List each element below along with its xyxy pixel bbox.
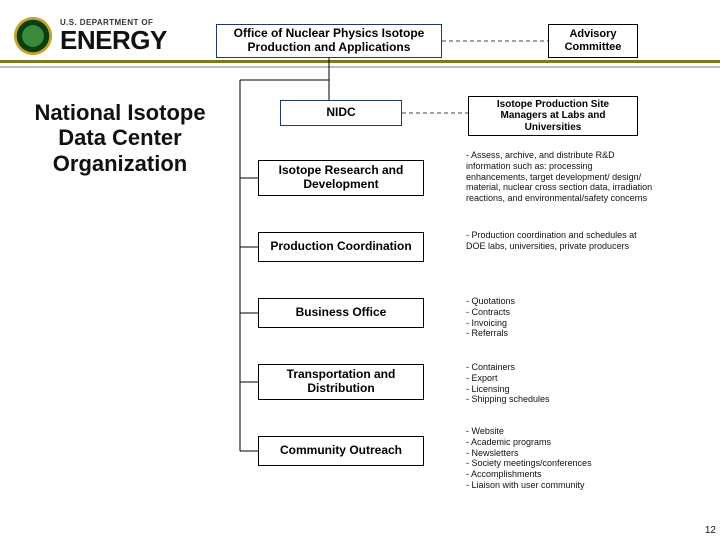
desc-isotope-research-dev: Assess, archive, and distribute R&D info…	[466, 150, 656, 204]
desc-production-coordination: Production coordination and schedules at…	[466, 230, 656, 252]
box-office-nuclear-physics: Office of Nuclear Physics Isotope Produc…	[216, 24, 442, 58]
page-number: 12	[705, 525, 716, 536]
doe-wordmark: U.S. DEPARTMENT OF ENERGY	[60, 19, 167, 53]
header-rule-olive	[0, 60, 720, 63]
box-advisory-committee: Advisory Committee	[548, 24, 638, 58]
doe-seal-icon	[14, 17, 52, 55]
page-title: National Isotope Data Center Organizatio…	[30, 100, 210, 176]
box-transportation-distribution: Transportation and Distribution	[258, 364, 424, 400]
box-site-managers: Isotope Production Site Managers at Labs…	[468, 96, 638, 136]
desc-community-outreach: WebsiteAcademic programsNewslettersSocie…	[466, 426, 656, 491]
box-community-outreach: Community Outreach	[258, 436, 424, 466]
header-rule-gray	[0, 66, 720, 68]
box-business-office: Business Office	[258, 298, 424, 328]
box-nidc: NIDC	[280, 100, 402, 126]
box-isotope-research-dev: Isotope Research and Development	[258, 160, 424, 196]
desc-business-office: QuotationsContractsInvoicingReferrals	[466, 296, 656, 339]
desc-transportation: ContainersExportLicensingShipping schedu…	[466, 362, 656, 405]
box-production-coordination: Production Coordination	[258, 232, 424, 262]
dept-main: ENERGY	[60, 27, 167, 53]
